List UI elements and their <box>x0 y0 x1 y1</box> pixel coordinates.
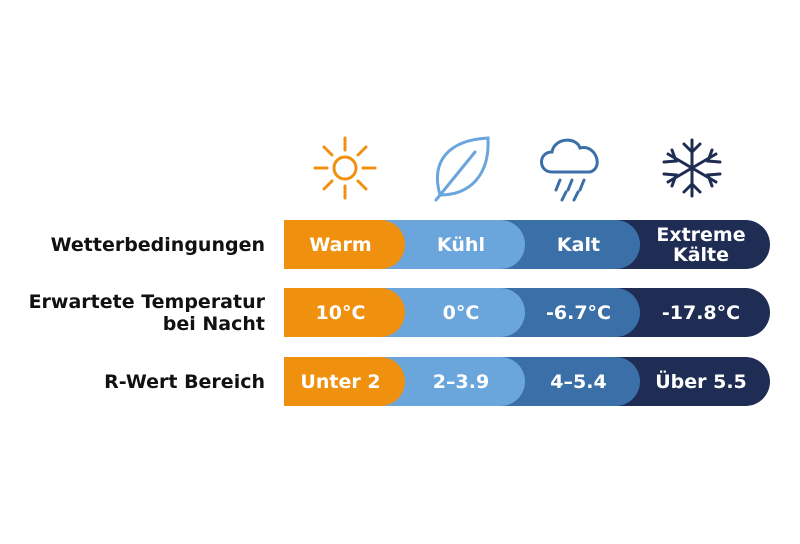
cell: Unter 2 <box>284 357 405 406</box>
rain-cloud-icon <box>540 138 599 202</box>
row-label: Erwartete Temperatur bei Nacht <box>28 290 265 335</box>
cell: -17.8°C <box>615 288 770 337</box>
sun-icon <box>313 136 377 200</box>
leaf-icon <box>434 136 490 202</box>
cell: Warm <box>284 220 405 269</box>
cell: Extreme Kälte <box>615 220 770 269</box>
cell: 10°C <box>284 288 405 337</box>
cell: Kühl <box>380 220 525 269</box>
row-label: Wetterbedingungen <box>50 233 265 256</box>
cell: Über 5.5 <box>615 357 770 406</box>
cell: -6.7°C <box>500 288 640 337</box>
row-label: R-Wert Bereich <box>104 370 265 393</box>
snowflake-icon <box>662 138 722 198</box>
cell: 4–5.4 <box>500 357 640 406</box>
